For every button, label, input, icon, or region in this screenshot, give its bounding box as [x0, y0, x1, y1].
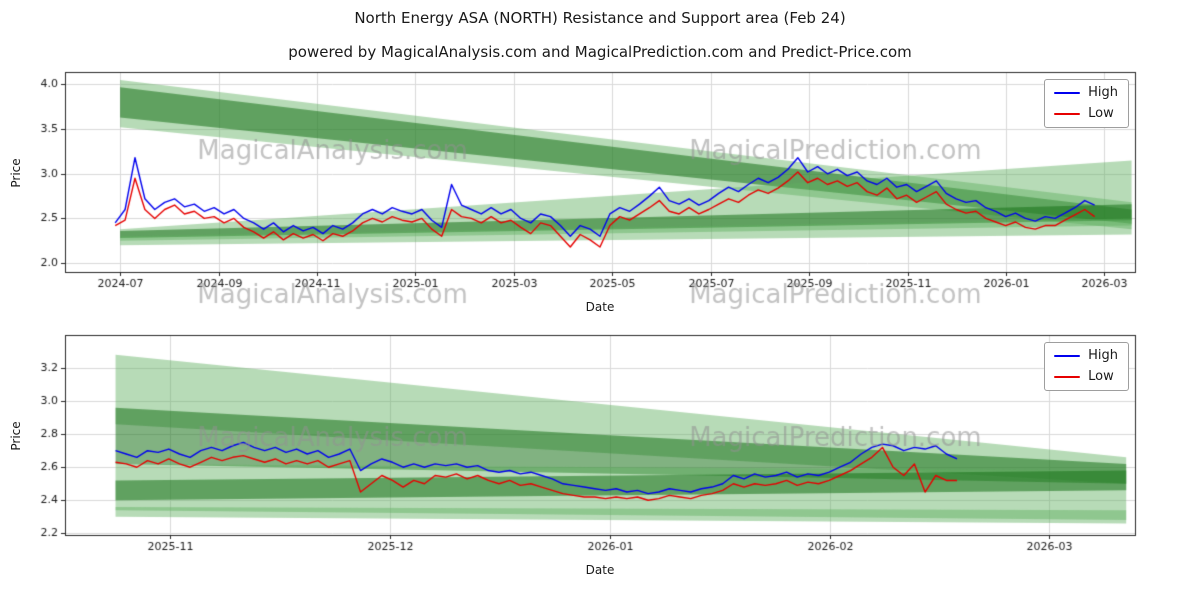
- high-line-swatch: [1054, 92, 1081, 94]
- legend-item-high: High: [1054, 86, 1118, 100]
- legend-bottom-chart: High Low: [1044, 342, 1129, 391]
- legend-item-high: High: [1054, 349, 1118, 363]
- legend-top-chart: High Low: [1044, 79, 1129, 128]
- y-axis-label-bottom-chart: Price: [9, 421, 23, 451]
- low-line-swatch: [1054, 113, 1081, 115]
- x-axis-label-top-chart: Date: [585, 300, 615, 314]
- legend-label-high: High: [1088, 85, 1118, 100]
- legend-label-high: High: [1088, 348, 1118, 363]
- legend-label-low: Low: [1088, 106, 1114, 121]
- legend-item-low: Low: [1054, 370, 1118, 384]
- high-line-swatch: [1054, 355, 1081, 357]
- low-line-swatch: [1054, 376, 1081, 378]
- y-axis-label-top-chart: Price: [9, 158, 23, 188]
- x-axis-label-bottom-chart: Date: [585, 563, 615, 577]
- legend-label-low: Low: [1088, 369, 1114, 384]
- legend-item-low: Low: [1054, 107, 1118, 121]
